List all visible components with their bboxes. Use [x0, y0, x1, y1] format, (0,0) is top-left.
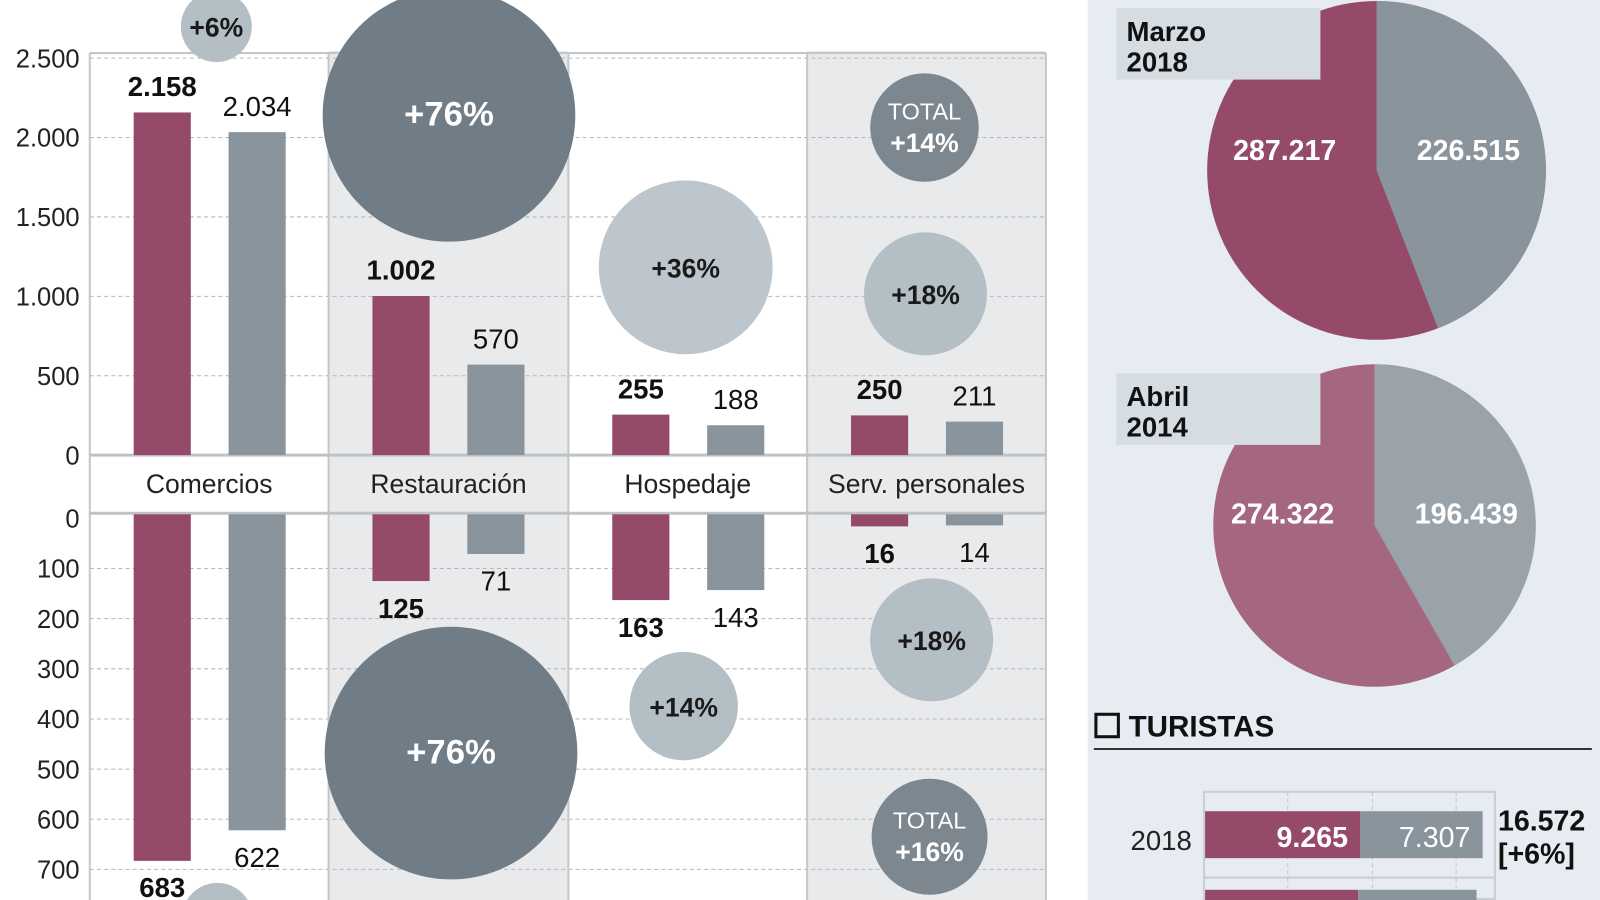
bar-value-label: 570: [473, 323, 519, 354]
label-band: [568, 455, 808, 515]
change-bubble: [324, 626, 578, 880]
bar: [851, 415, 909, 456]
y-tick-label: 300: [37, 656, 80, 684]
bar-value-label: 143: [713, 602, 759, 633]
pie-value-label: 226.515: [1417, 135, 1520, 167]
change-bubble: [598, 180, 773, 355]
y-tick-label: 2.500: [16, 45, 80, 73]
pie-title: Abril: [1127, 381, 1190, 412]
change-bubble: [864, 232, 987, 356]
bar-value-label: 211: [953, 380, 997, 411]
bar: [612, 414, 670, 456]
bar-value-label: 1.002: [367, 255, 436, 286]
bar-value-label: 9.265: [1277, 822, 1349, 854]
bar-value-label: 16: [864, 538, 895, 569]
bar: [707, 425, 765, 456]
bar: [133, 112, 191, 456]
y-tick-label: 500: [37, 363, 80, 391]
pie-title: Marzo: [1127, 16, 1207, 47]
row-total: 16.572: [1498, 806, 1585, 838]
bubble-label: +36%: [651, 254, 720, 284]
bar-value-label: 163: [618, 612, 664, 643]
bar: [228, 514, 286, 831]
label-band: [89, 455, 329, 515]
pie-value-label: 287.217: [1233, 135, 1336, 167]
change-bubble: [322, 0, 576, 242]
bar-value-label: 622: [234, 842, 280, 873]
y-tick-label: 100: [37, 556, 80, 584]
bar: [851, 514, 909, 527]
y-tick-label: 600: [37, 806, 80, 834]
category-label: Serv. personales: [828, 469, 1025, 499]
category-label: Hospedaje: [624, 469, 751, 499]
bar: [612, 514, 670, 601]
row-year: 2018: [1131, 825, 1192, 856]
y-tick-label: 700: [37, 857, 80, 885]
bar-value-label: 2.034: [223, 91, 292, 122]
pie-title: 2018: [1127, 46, 1188, 77]
bar-value-label: 14: [959, 537, 990, 568]
bubble-label: +14%: [890, 128, 959, 158]
bar-value-label: 125: [378, 593, 424, 624]
change-bubble: [629, 651, 738, 761]
row-change: [+6%]: [1498, 838, 1575, 870]
bar-value-label: 683: [139, 872, 185, 900]
bar-value-label: 255: [618, 373, 664, 404]
bar: [1205, 889, 1359, 900]
y-tick-label: 500: [37, 756, 80, 784]
y-tick-label: 0: [65, 442, 79, 470]
change-bubble: [870, 578, 994, 702]
bar: [945, 514, 1004, 526]
bar-value-label: 250: [857, 374, 903, 405]
change-bubble: [871, 778, 988, 895]
y-tick-label: 400: [37, 706, 80, 734]
bubble-label: +76%: [406, 733, 496, 771]
bubble-label: +18%: [891, 280, 960, 310]
bubble-prefix: TOTAL: [888, 98, 961, 124]
bar: [1360, 811, 1483, 859]
bubble-label: +14%: [649, 692, 718, 722]
bar: [467, 514, 525, 554]
pie-slice: [1376, 1, 1546, 329]
bar: [945, 421, 1004, 456]
bar: [133, 514, 191, 861]
bubble-prefix: TOTAL: [893, 808, 966, 834]
bar-value-label: 71: [481, 566, 512, 597]
square-icon: [1094, 712, 1120, 739]
bar-value-label: 7.307: [1399, 822, 1470, 854]
bubble-label: +6%: [189, 13, 243, 43]
y-tick-label: 1.500: [16, 204, 80, 232]
y-tick-label: 1.000: [16, 284, 80, 312]
bar: [372, 514, 430, 582]
bubble-label: +76%: [404, 96, 494, 134]
change-bubble: [870, 73, 979, 182]
y-tick-label: 0: [65, 506, 79, 534]
change-bubble: [180, 0, 252, 63]
pie-title-band: [1116, 8, 1321, 80]
y-tick-label: 2.000: [16, 125, 80, 153]
pie-title: 2014: [1127, 412, 1189, 443]
bubble-label: +18%: [897, 626, 966, 656]
bar: [1205, 811, 1361, 859]
pie-value-label: 196.439: [1415, 498, 1518, 530]
section-title: TURISTAS: [1129, 711, 1275, 744]
category-label: Comercios: [146, 469, 273, 499]
change-bubble: [186, 882, 248, 900]
category-label: Restauración: [370, 469, 526, 499]
column-shade: [807, 51, 1046, 900]
pie-slice: [1374, 364, 1536, 666]
bar: [1358, 889, 1477, 900]
bubble-label: +16%: [895, 837, 964, 867]
pie-title-band: [1116, 373, 1321, 445]
bar: [228, 132, 286, 456]
y-tick-label: 200: [37, 606, 80, 634]
bar: [707, 514, 765, 591]
bar-value-label: 2.158: [128, 71, 197, 102]
bar-value-label: 188: [713, 384, 759, 415]
pie-value-label: 274.322: [1231, 498, 1334, 530]
bar: [372, 296, 430, 456]
bar: [467, 364, 525, 456]
